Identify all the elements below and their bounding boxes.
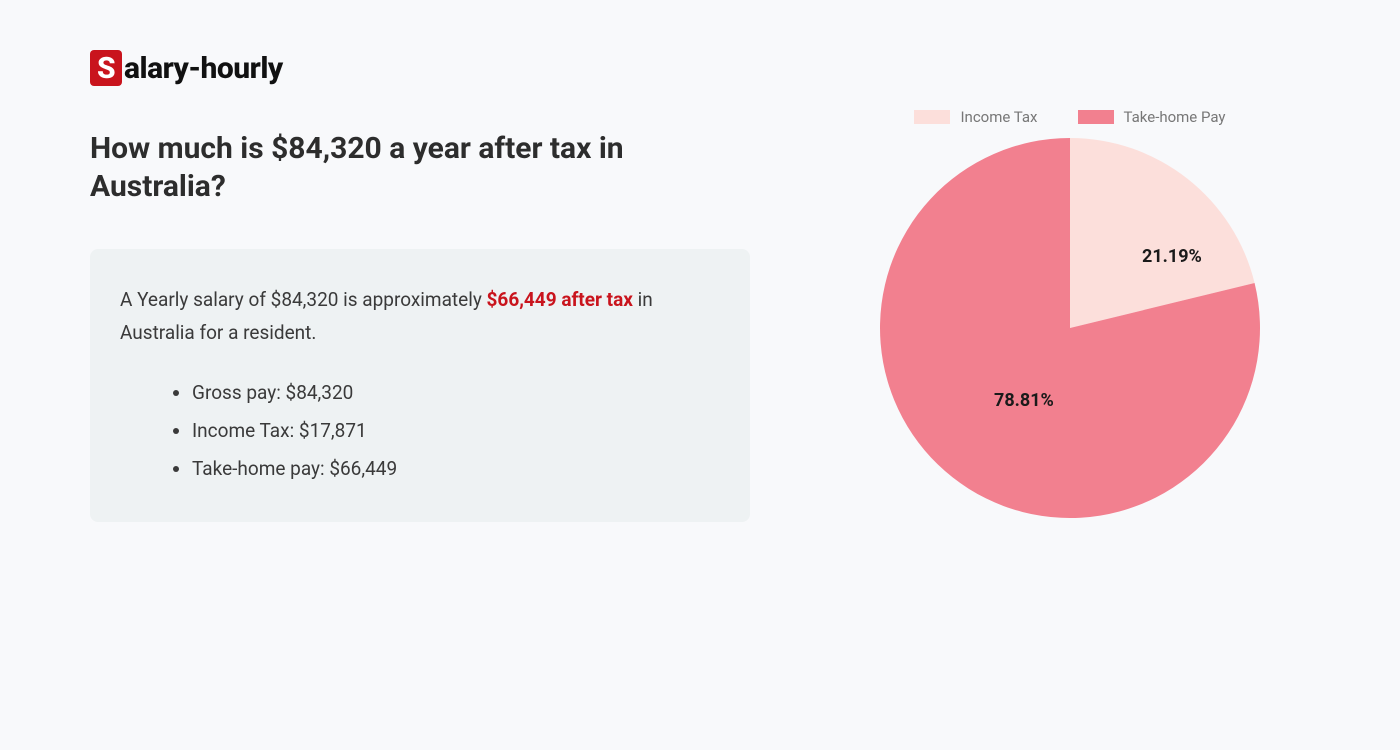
list-item: Gross pay: $84,320 — [192, 374, 720, 412]
summary-before: A Yearly salary of $84,320 is approximat… — [120, 288, 487, 311]
site-logo: Salary-hourly — [90, 50, 1310, 86]
logo-initial-icon: S — [90, 50, 122, 86]
legend-swatch — [914, 110, 950, 124]
list-item: Take-home pay: $66,449 — [192, 450, 720, 488]
breakdown-list: Gross pay: $84,320 Income Tax: $17,871 T… — [120, 374, 720, 488]
legend-item-income-tax: Income Tax — [914, 108, 1037, 126]
pie-svg — [880, 138, 1260, 518]
summary-highlight: $66,449 after tax — [487, 288, 633, 311]
legend-label: Take-home Pay — [1124, 108, 1226, 126]
left-column: How much is $84,320 a year after tax in … — [90, 130, 750, 630]
summary-box: A Yearly salary of $84,320 is approximat… — [90, 249, 750, 522]
list-item: Income Tax: $17,871 — [192, 412, 720, 450]
legend-item-take-home: Take-home Pay — [1078, 108, 1226, 126]
slice-label-take-home: 78.81% — [994, 390, 1054, 411]
page-title: How much is $84,320 a year after tax in … — [90, 130, 750, 205]
page-root: Salary-hourly How much is $84,320 a year… — [0, 0, 1400, 630]
legend-label: Income Tax — [960, 108, 1037, 126]
chart-legend: Income Tax Take-home Pay — [830, 108, 1310, 126]
summary-paragraph: A Yearly salary of $84,320 is approximat… — [120, 283, 720, 350]
right-column: Income Tax Take-home Pay 21.19% 78.81% — [830, 130, 1310, 630]
pie-chart: 21.19% 78.81% — [880, 138, 1260, 518]
logo-text: alary-hourly — [124, 51, 283, 86]
slice-label-income-tax: 21.19% — [1142, 246, 1202, 267]
content-row: How much is $84,320 a year after tax in … — [90, 130, 1310, 630]
legend-swatch — [1078, 110, 1114, 124]
